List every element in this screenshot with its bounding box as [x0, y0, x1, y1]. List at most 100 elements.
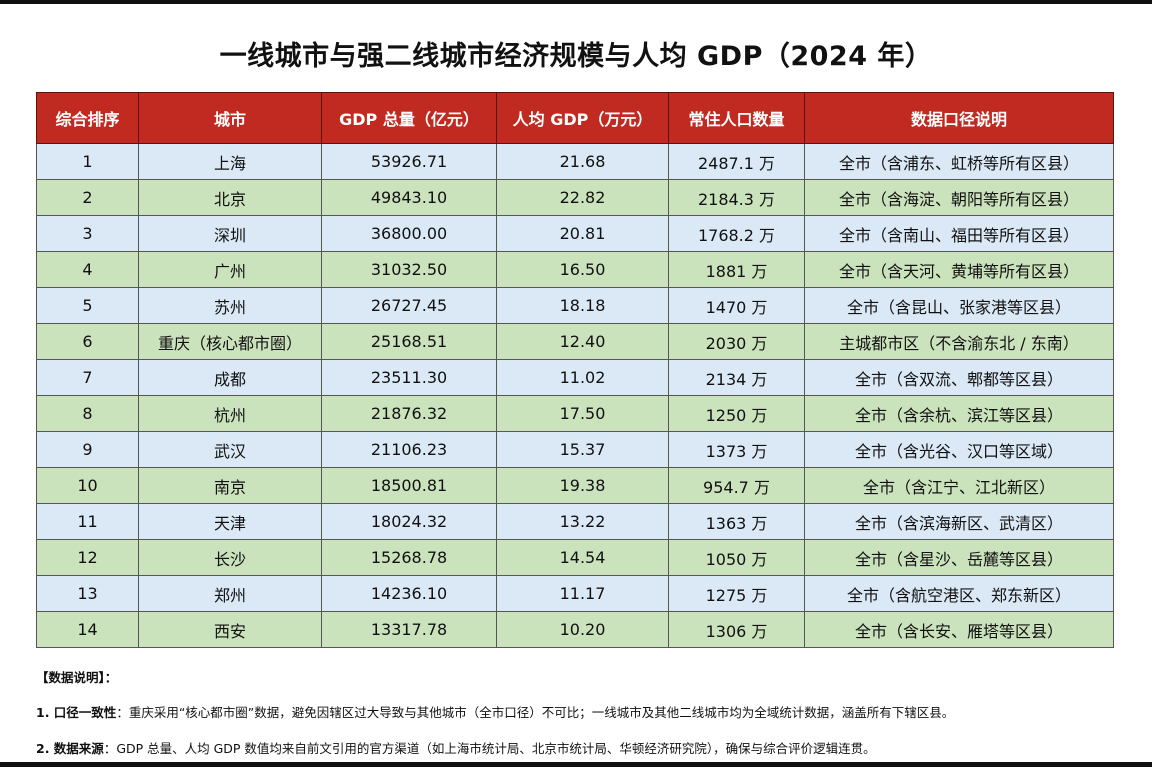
- note-line-2: 2. 数据来源：GDP 总量、人均 GDP 数值均来自前文引用的官方渠道（如上海…: [36, 738, 1126, 757]
- cell-population: 1470 万: [668, 287, 805, 324]
- cell-note: 全市（含南山、福田等所有区县）: [804, 215, 1114, 252]
- cell-city: 长沙: [138, 539, 322, 576]
- cell-per-capita: 19.38: [496, 467, 669, 504]
- note-label: 1. 口径一致性: [36, 705, 117, 720]
- note-label: 2. 数据来源: [36, 741, 104, 756]
- cell-per-capita: 14.54: [496, 539, 669, 576]
- cell-gdp: 53926.71: [321, 143, 497, 180]
- cell-city: 重庆（核心都市圈）: [138, 323, 322, 360]
- cell-note: 全市（含长安、雁塔等区县）: [804, 611, 1114, 648]
- cell-population: 1250 万: [668, 395, 805, 432]
- cell-city: 苏州: [138, 287, 322, 324]
- cell-note: 全市（含江宁、江北新区）: [804, 467, 1114, 504]
- header-per-capita: 人均 GDP（万元）: [496, 92, 669, 144]
- cell-per-capita: 11.17: [496, 575, 669, 612]
- table-row: 9 武汉 21106.23 15.37 1373 万全市（含光谷、汉口等区域）: [36, 431, 1114, 468]
- cell-rank: 4: [36, 251, 139, 288]
- cell-rank: 7: [36, 359, 139, 396]
- table-row: 3 深圳 36800.00 20.81 1768.2 万全市（含南山、福田等所有区县）: [36, 215, 1114, 252]
- note-text: ：GDP 总量、人均 GDP 数值均来自前文引用的官方渠道（如上海市统计局、北京…: [103, 741, 876, 756]
- table-row: 2 北京 49843.10 22.82 2184.3 万全市（含海淀、朝阳等所有区县）: [36, 179, 1114, 216]
- cell-per-capita: 11.02: [496, 359, 669, 396]
- cell-city: 广州: [138, 251, 322, 288]
- cell-gdp: 15268.78: [321, 539, 497, 576]
- cell-population: 2487.1 万: [668, 143, 805, 180]
- cell-rank: 12: [36, 539, 139, 576]
- cell-gdp: 49843.10: [321, 179, 497, 216]
- header-population: 常住人口数量: [668, 92, 805, 144]
- table-row: 1 上海 53926.71 21.68 2487.1 万全市（含浦东、虹桥等所有区县）: [36, 143, 1114, 180]
- cell-rank: 2: [36, 179, 139, 216]
- cell-gdp: 13317.78: [321, 611, 497, 648]
- cell-population: 1306 万: [668, 611, 805, 648]
- cell-population: 2134 万: [668, 359, 805, 396]
- cell-gdp: 18024.32: [321, 503, 497, 540]
- table-row: 10 南京 18500.81 19.38 954.7 万全市（含江宁、江北新区）: [36, 467, 1114, 504]
- gdp-table: 综合排序 城市 GDP 总量（亿元） 人均 GDP（万元） 常住人口数量 数据口…: [36, 92, 1114, 648]
- page-title: 一线城市与强二线城市经济规模与人均 GDP（2024 年）: [219, 41, 933, 72]
- table-row: 5 苏州 26727.45 18.18 1470 万全市（含昆山、张家港等区县）: [36, 287, 1114, 324]
- cell-note: 全市（含昆山、张家港等区县）: [804, 287, 1114, 324]
- cell-population: 1768.2 万: [668, 215, 805, 252]
- cell-rank: 13: [36, 575, 139, 612]
- cell-city: 成都: [138, 359, 322, 396]
- cell-population: 954.7 万: [668, 467, 805, 504]
- bottom-border: [0, 762, 1152, 767]
- cell-rank: 6: [36, 323, 139, 360]
- cell-per-capita: 12.40: [496, 323, 669, 360]
- cell-per-capita: 17.50: [496, 395, 669, 432]
- cell-note: 全市（含双流、郫都等区县）: [804, 359, 1114, 396]
- cell-note: 全市（含天河、黄埔等所有区县）: [804, 251, 1114, 288]
- cell-note: 主城都市区（不含渝东北 / 东南）: [804, 323, 1114, 360]
- cell-city: 杭州: [138, 395, 322, 432]
- table-row: 14 西安 13317.78 10.20 1306 万全市（含长安、雁塔等区县）: [36, 611, 1114, 648]
- cell-note: 全市（含星沙、岳麓等区县）: [804, 539, 1114, 576]
- note-text: ：重庆采用“核心都市圈”数据，避免因辖区过大导致与其他城市（全市口径）不可比；一…: [116, 705, 955, 720]
- cell-gdp: 31032.50: [321, 251, 497, 288]
- cell-rank: 1: [36, 143, 139, 180]
- cell-gdp: 36800.00: [321, 215, 497, 252]
- cell-note: 全市（含余杭、滨江等区县）: [804, 395, 1114, 432]
- notes-heading: 【数据说明】：: [36, 670, 118, 685]
- cell-city: 上海: [138, 143, 322, 180]
- note-line-1: 1. 口径一致性：重庆采用“核心都市圈”数据，避免因辖区过大导致与其他城市（全市…: [36, 702, 1126, 721]
- cell-population: 1373 万: [668, 431, 805, 468]
- cell-rank: 3: [36, 215, 139, 252]
- cell-rank: 11: [36, 503, 139, 540]
- data-notes: 【数据说明】： 1. 口径一致性：重庆采用“核心都市圈”数据，避免因辖区过大导致…: [36, 667, 1126, 774]
- cell-per-capita: 21.68: [496, 143, 669, 180]
- cell-rank: 5: [36, 287, 139, 324]
- cell-gdp: 14236.10: [321, 575, 497, 612]
- table-row: 4 广州 31032.50 16.50 1881 万全市（含天河、黄埔等所有区县）: [36, 251, 1114, 288]
- cell-gdp: 18500.81: [321, 467, 497, 504]
- cell-note: 全市（含海淀、朝阳等所有区县）: [804, 179, 1114, 216]
- cell-gdp: 21876.32: [321, 395, 497, 432]
- table-row: 7 成都 23511.30 11.02 2134 万全市（含双流、郫都等区县）: [36, 359, 1114, 396]
- cell-note: 全市（含光谷、汉口等区域）: [804, 431, 1114, 468]
- top-border: [0, 0, 1152, 4]
- cell-city: 天津: [138, 503, 322, 540]
- cell-per-capita: 22.82: [496, 179, 669, 216]
- table-row: 6 重庆（核心都市圈） 25168.51 12.40 2030 万主城都市区（不含渝东北…: [36, 323, 1114, 360]
- header-gdp: GDP 总量（亿元）: [321, 92, 497, 144]
- cell-city: 南京: [138, 467, 322, 504]
- cell-note: 全市（含浦东、虹桥等所有区县）: [804, 143, 1114, 180]
- cell-gdp: 26727.45: [321, 287, 497, 324]
- cell-rank: 9: [36, 431, 139, 468]
- table-row: 13 郑州 14236.10 11.17 1275 万全市（含航空港区、郑东新区）: [36, 575, 1114, 612]
- cell-per-capita: 16.50: [496, 251, 669, 288]
- cell-city: 西安: [138, 611, 322, 648]
- cell-rank: 8: [36, 395, 139, 432]
- cell-population: 1363 万: [668, 503, 805, 540]
- header-rank: 综合排序: [36, 92, 139, 144]
- cell-city: 郑州: [138, 575, 322, 612]
- table-row: 12 长沙 15268.78 14.54 1050 万全市（含星沙、岳麓等区县）: [36, 539, 1114, 576]
- cell-per-capita: 15.37: [496, 431, 669, 468]
- cell-population: 1050 万: [668, 539, 805, 576]
- cell-city: 深圳: [138, 215, 322, 252]
- cell-per-capita: 13.22: [496, 503, 669, 540]
- header-note: 数据口径说明: [804, 92, 1114, 144]
- cell-gdp: 23511.30: [321, 359, 497, 396]
- cell-rank: 10: [36, 467, 139, 504]
- cell-population: 1275 万: [668, 575, 805, 612]
